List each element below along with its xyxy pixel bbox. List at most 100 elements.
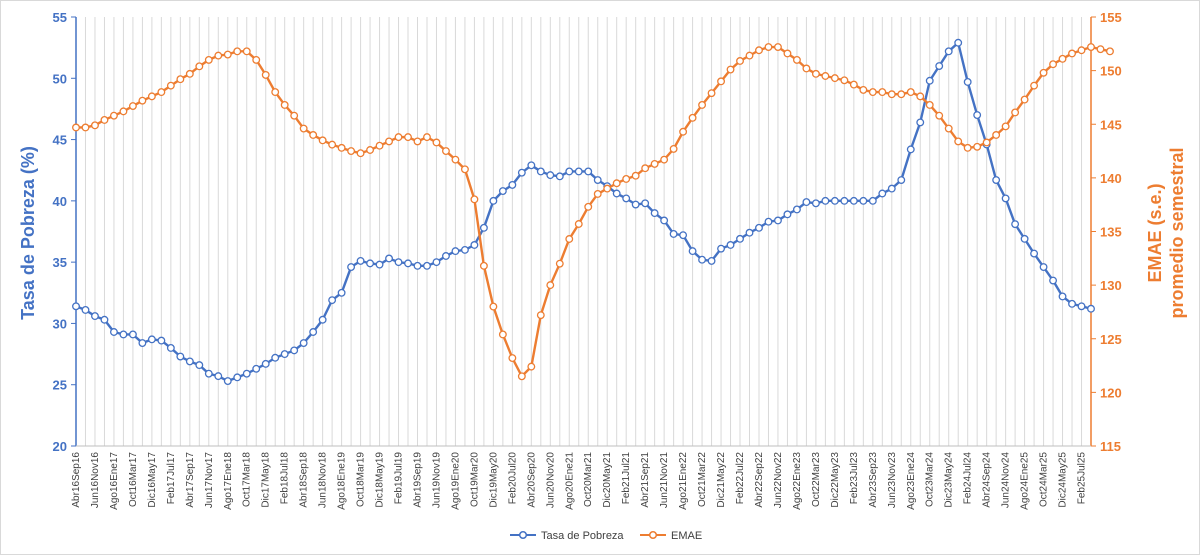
data-point: [830, 196, 839, 205]
right-tick-label: 125: [1100, 332, 1122, 347]
x-tick-label: Feb23Jul23: [849, 452, 860, 505]
data-point: [413, 137, 422, 146]
data-point: [963, 143, 972, 152]
x-tick-label: Jun17Nov17: [204, 452, 215, 509]
data-point: [119, 107, 128, 116]
data-point: [470, 195, 479, 204]
data-point: [774, 43, 782, 51]
left-tick-label: 25: [53, 378, 67, 393]
data-point: [271, 353, 280, 362]
x-tick-label: Jun22Nov22: [773, 452, 784, 509]
data-point: [925, 76, 934, 85]
data-point: [147, 92, 156, 101]
right-tick-label: 155: [1100, 10, 1122, 25]
left-tick-label: 55: [53, 10, 67, 25]
data-point: [233, 47, 242, 56]
data-point: [423, 133, 431, 142]
right-tick-label: 120: [1100, 385, 1122, 400]
data-point: [290, 111, 299, 120]
data-point: [157, 336, 166, 345]
data-point: [555, 259, 564, 268]
data-point: [128, 102, 137, 110]
data-point: [423, 261, 431, 270]
x-tick-label: Dic23May24: [944, 452, 955, 508]
data-point: [584, 167, 593, 176]
data-point: [944, 124, 953, 133]
data-point: [688, 113, 697, 122]
data-point: [878, 189, 887, 198]
data-point: [432, 138, 441, 147]
data-point: [1049, 60, 1058, 69]
data-point: [252, 55, 261, 64]
series-emae: [72, 43, 1114, 381]
data-point: [242, 47, 251, 56]
x-tick-label: Ago17Ene18: [223, 452, 234, 510]
data-point: [1077, 302, 1086, 311]
data-point: [707, 256, 716, 265]
data-point: [698, 100, 707, 109]
legend-label-pobreza: Tasa de Pobreza: [541, 530, 624, 542]
data-point: [1039, 68, 1048, 77]
x-tick-label: Oct17Mar18: [242, 452, 253, 507]
data-point: [261, 359, 270, 368]
x-tick-label: Oct21Mar22: [697, 452, 708, 507]
data-point: [223, 377, 232, 385]
data-point: [91, 121, 99, 130]
x-tick-label: Jun18Nov18: [318, 452, 329, 509]
legend-entry-pobreza[interactable]: Tasa de Pobreza: [510, 530, 624, 542]
data-point: [1068, 49, 1076, 58]
data-point: [660, 155, 669, 164]
data-point: [460, 245, 469, 254]
data-point: [897, 176, 906, 184]
data-point: [470, 241, 479, 249]
data-point: [565, 235, 574, 243]
x-tick-label: Dic24May25: [1058, 452, 1069, 508]
data-point: [347, 147, 356, 156]
data-point: [859, 196, 868, 205]
x-tick-label: Dic22May23: [830, 452, 841, 508]
data-point: [1011, 108, 1020, 117]
data-point: [574, 220, 583, 228]
data-point: [764, 43, 773, 51]
data-point: [859, 85, 868, 94]
x-tick-label: Jun16Nov16: [90, 452, 101, 509]
series-line: [76, 45, 1111, 378]
data-point: [574, 167, 583, 176]
data-point: [641, 164, 650, 173]
data-point: [1039, 263, 1048, 271]
data-point: [138, 96, 147, 105]
data-point: [982, 138, 991, 147]
data-point: [1058, 54, 1067, 63]
data-point: [299, 124, 308, 133]
x-tick-label: Feb18Jul18: [280, 452, 291, 505]
data-point: [366, 146, 375, 154]
x-tick-label: Abr24Sep24: [982, 452, 993, 508]
data-point: [631, 171, 640, 180]
data-point: [688, 247, 697, 256]
data-point: [849, 80, 858, 89]
data-point: [318, 136, 327, 145]
data-point: [536, 311, 545, 320]
data-point: [204, 55, 213, 64]
data-point: [1011, 220, 1020, 229]
data-point: [185, 69, 194, 78]
data-point: [356, 149, 365, 158]
legend-entry-emae[interactable]: EMAE: [640, 530, 702, 542]
data-point: [442, 252, 450, 260]
x-tick-label: Dic18May19: [375, 452, 386, 508]
data-point: [973, 111, 982, 120]
data-point: [698, 255, 707, 264]
x-tick-label: Dic17May18: [261, 452, 272, 508]
x-tick-label: Abr21Sep21: [640, 452, 651, 508]
series-pobreza: [72, 38, 1095, 385]
x-tick-label: Jun21Nov21: [659, 452, 670, 509]
data-point: [242, 369, 251, 378]
data-point: [916, 118, 925, 127]
data-point: [622, 194, 631, 203]
data-point: [347, 263, 356, 271]
data-point: [375, 260, 384, 269]
left-tick-label: 45: [53, 133, 67, 148]
data-point: [546, 171, 555, 180]
data-point: [1030, 81, 1039, 90]
legend-label-emae: EMAE: [671, 530, 702, 542]
